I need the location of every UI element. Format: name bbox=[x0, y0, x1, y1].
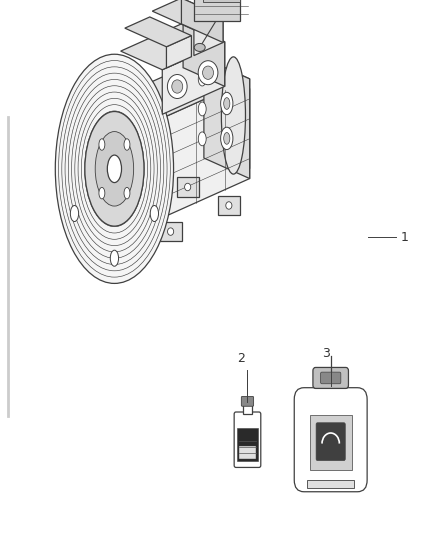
Ellipse shape bbox=[99, 188, 105, 199]
Ellipse shape bbox=[167, 75, 187, 99]
Bar bbox=[159, 222, 181, 241]
Polygon shape bbox=[152, 0, 223, 30]
Polygon shape bbox=[125, 17, 191, 47]
Ellipse shape bbox=[184, 183, 191, 191]
Ellipse shape bbox=[202, 66, 213, 79]
FancyBboxPatch shape bbox=[294, 387, 367, 492]
Polygon shape bbox=[204, 58, 250, 179]
Bar bbox=[237, 428, 258, 462]
Ellipse shape bbox=[198, 61, 218, 85]
Polygon shape bbox=[194, 17, 223, 55]
FancyBboxPatch shape bbox=[194, 0, 240, 21]
Bar bbox=[243, 405, 252, 414]
Ellipse shape bbox=[124, 139, 130, 150]
Ellipse shape bbox=[95, 132, 134, 206]
Ellipse shape bbox=[150, 206, 159, 222]
Ellipse shape bbox=[226, 202, 232, 209]
Ellipse shape bbox=[221, 92, 233, 115]
Ellipse shape bbox=[85, 111, 144, 226]
FancyBboxPatch shape bbox=[321, 372, 341, 384]
Ellipse shape bbox=[172, 80, 183, 93]
Text: 1: 1 bbox=[401, 231, 409, 244]
Ellipse shape bbox=[55, 54, 173, 284]
Polygon shape bbox=[166, 79, 250, 216]
Polygon shape bbox=[314, 385, 347, 399]
Ellipse shape bbox=[71, 206, 79, 222]
Text: 2: 2 bbox=[237, 352, 245, 365]
Ellipse shape bbox=[194, 43, 205, 51]
Ellipse shape bbox=[110, 250, 119, 266]
Ellipse shape bbox=[224, 98, 230, 109]
Bar bbox=[218, 196, 240, 215]
Polygon shape bbox=[183, 23, 225, 86]
Ellipse shape bbox=[124, 188, 130, 199]
Polygon shape bbox=[233, 62, 250, 169]
FancyBboxPatch shape bbox=[241, 397, 254, 406]
Ellipse shape bbox=[167, 228, 173, 236]
Ellipse shape bbox=[221, 127, 233, 150]
Polygon shape bbox=[181, 0, 223, 43]
Ellipse shape bbox=[99, 139, 105, 150]
FancyBboxPatch shape bbox=[316, 423, 345, 461]
Bar bbox=[239, 446, 256, 459]
Bar bbox=[307, 480, 354, 488]
Text: 3: 3 bbox=[322, 347, 330, 360]
Polygon shape bbox=[120, 58, 250, 116]
Bar bbox=[177, 177, 198, 197]
Ellipse shape bbox=[107, 155, 121, 183]
Polygon shape bbox=[120, 23, 225, 70]
Ellipse shape bbox=[198, 102, 206, 116]
Polygon shape bbox=[162, 42, 225, 115]
Ellipse shape bbox=[224, 133, 230, 144]
FancyBboxPatch shape bbox=[310, 415, 352, 470]
Ellipse shape bbox=[198, 72, 206, 86]
FancyBboxPatch shape bbox=[203, 0, 240, 2]
FancyBboxPatch shape bbox=[313, 367, 349, 389]
Ellipse shape bbox=[198, 132, 206, 146]
FancyBboxPatch shape bbox=[234, 412, 261, 467]
Ellipse shape bbox=[221, 57, 245, 174]
Polygon shape bbox=[166, 36, 191, 68]
